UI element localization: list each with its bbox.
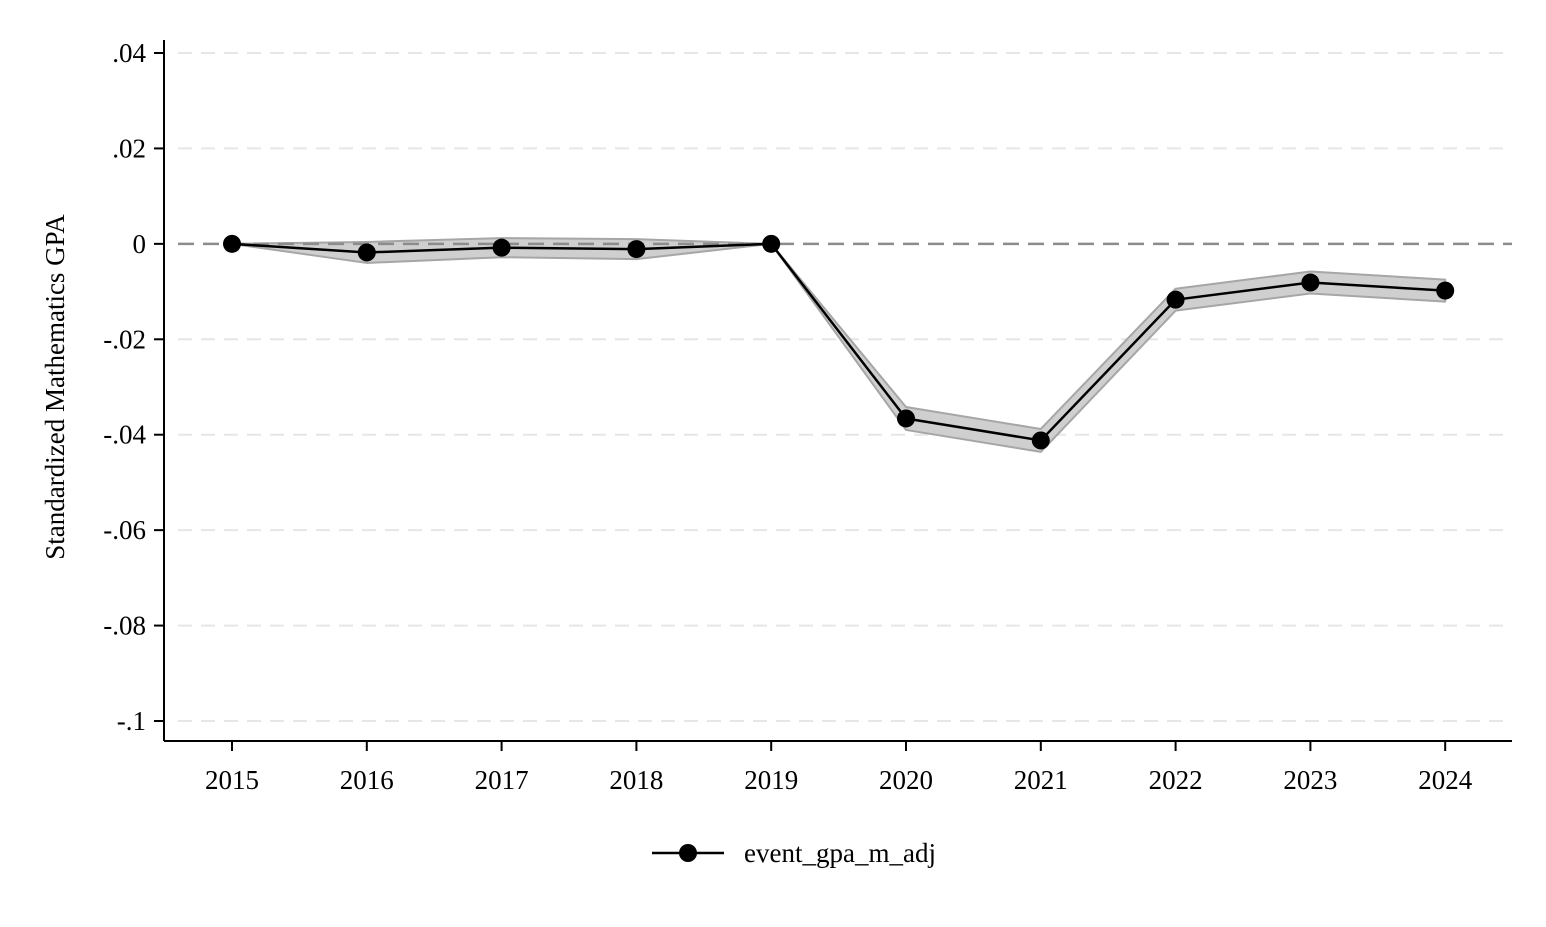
y-tick-label: .04 (112, 38, 146, 68)
x-tick-label: 2015 (205, 765, 259, 795)
x-tick-label: 2017 (475, 765, 529, 795)
data-point-2022 (1166, 290, 1185, 309)
x-tick-label: 2022 (1149, 765, 1203, 795)
y-axis-title: Standardized Mathematics GPA (40, 214, 70, 560)
series-line (231, 242, 1446, 442)
x-tick-labels: 2015 2016 2017 2018 2019 2020 2021 2022 2023 2024 (205, 765, 1473, 795)
data-point-2023 (1301, 273, 1320, 292)
data-point-2018 (627, 240, 646, 259)
series-points (223, 234, 1455, 450)
x-tick-label: 2019 (744, 765, 798, 795)
confidence-band (231, 237, 1447, 453)
y-tick-label: 0 (133, 229, 147, 259)
x-tick-label: 2023 (1283, 765, 1337, 795)
legend-label: event_gpa_m_adj (744, 838, 936, 868)
x-tick-label: 2020 (879, 765, 933, 795)
data-point-2019 (762, 234, 781, 253)
y-tick-label: -.1 (117, 706, 146, 736)
series-line-path (231, 242, 1446, 442)
gridlines (178, 52, 1512, 722)
y-tick-label: .02 (112, 133, 146, 163)
x-tick-label: 2016 (340, 765, 394, 795)
data-point-2015 (223, 234, 241, 253)
y-tick-label: -.02 (103, 324, 146, 354)
data-point-2020 (897, 409, 915, 428)
axes (154, 40, 1512, 751)
legend-marker-swatch (679, 844, 697, 862)
data-point-2024 (1436, 281, 1455, 300)
data-point-2016 (357, 243, 376, 262)
legend: event_gpa_m_adj (652, 838, 936, 868)
data-point-2017 (492, 238, 511, 257)
y-tick-labels: .04 .02 0 -.02 -.04 -.06 -.08 -.1 (103, 38, 146, 736)
x-tick-label: 2024 (1418, 765, 1473, 795)
data-point-2021 (1031, 431, 1050, 450)
x-tick-label: 2018 (609, 765, 663, 795)
y-tick-label: -.08 (103, 611, 146, 641)
y-tick-label: -.06 (103, 515, 146, 545)
ci-band (231, 237, 1447, 453)
y-tick-label: -.04 (103, 420, 146, 450)
x-tick-label: 2021 (1014, 765, 1068, 795)
